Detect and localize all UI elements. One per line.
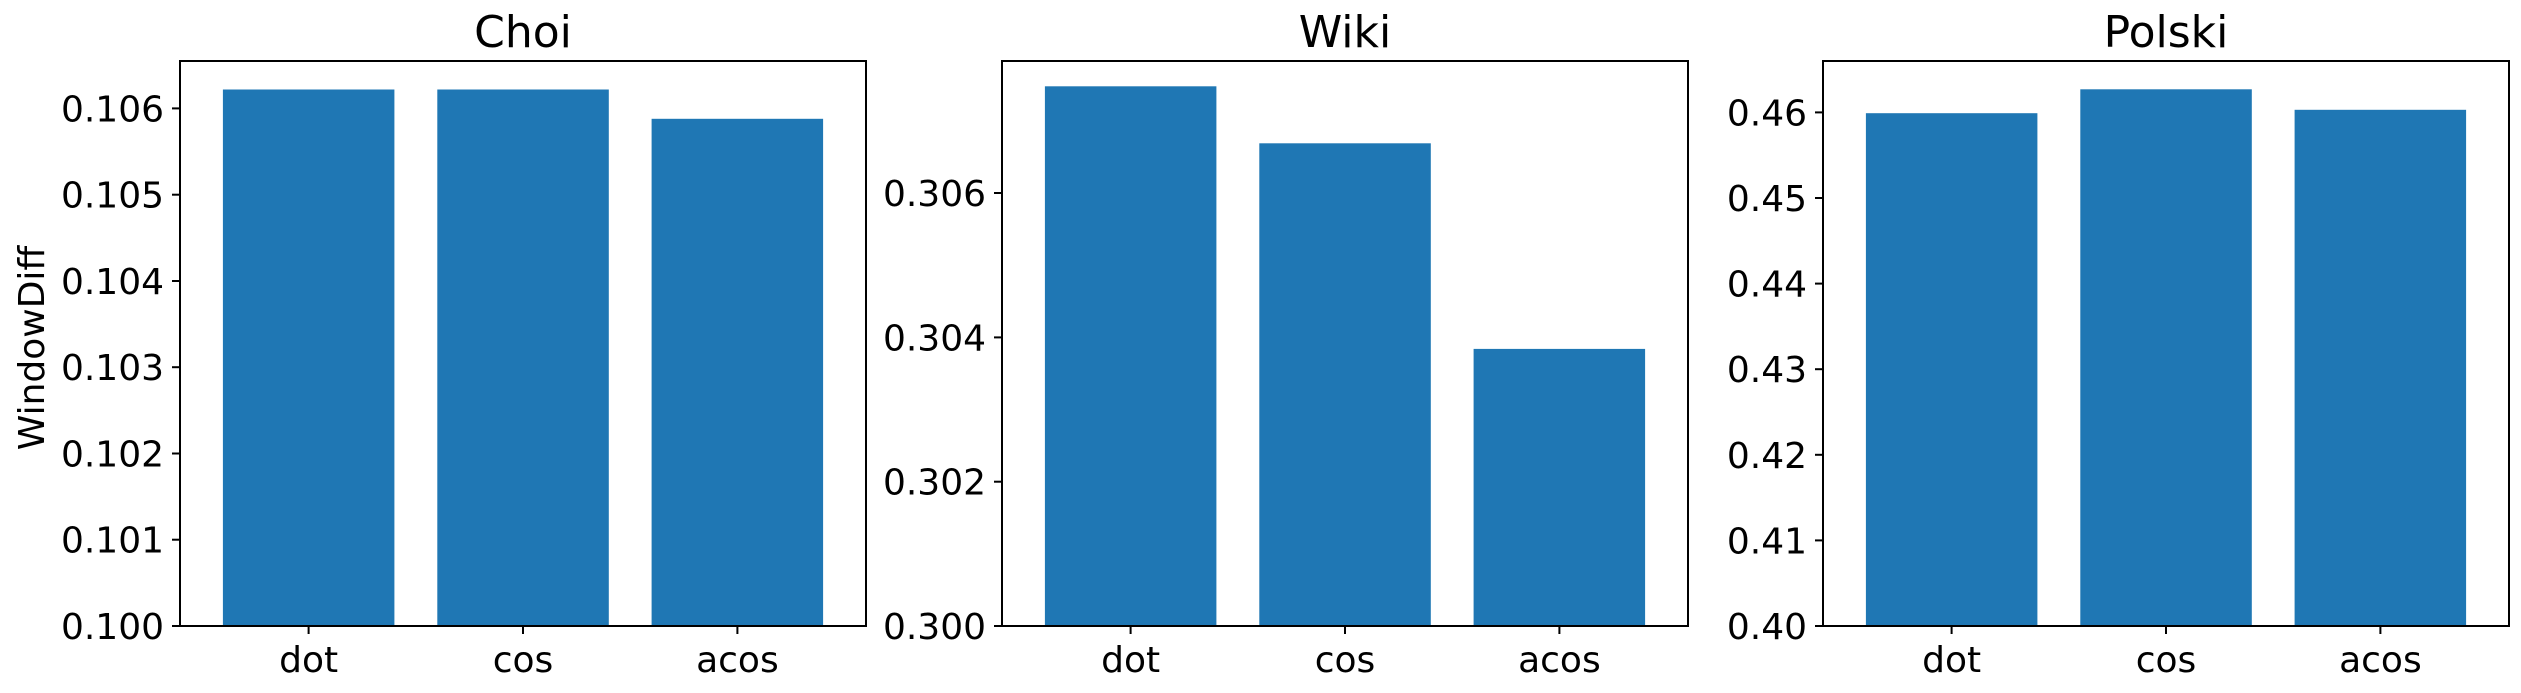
x-tick-label-wiki-acos: acos (1518, 640, 1601, 681)
y-tick-label-choi: 0.104 (61, 262, 164, 303)
bar-choi-cos (437, 89, 609, 626)
subplot-wiki: 0.300 0.302 0.304 0.306 dot cos acos Wiki (883, 7, 1689, 681)
chart-title-wiki: Wiki (1299, 7, 1391, 58)
x-tick-label-polski-dot: dot (1922, 640, 1981, 681)
x-tick-label-polski-cos: cos (2136, 640, 2197, 681)
y-tick-label-choi: 0.102 (61, 435, 164, 476)
y-tick-label-choi: 0.103 (61, 348, 164, 389)
bar-polski-acos (2294, 109, 2467, 627)
y-tick-label-polski: 0.43 (1727, 350, 1807, 391)
y-tick-label-polski: 0.40 (1727, 607, 1807, 648)
y-tick-label-choi: 0.101 (61, 521, 164, 562)
x-tick-label-choi-acos: acos (696, 640, 779, 681)
bar-wiki-cos (1259, 143, 1431, 627)
bar-choi-acos (651, 118, 824, 627)
y-axis-label: WindowDiff (12, 245, 53, 451)
y-tick-label-polski: 0.42 (1727, 436, 1807, 477)
y-tick-label-wiki: 0.302 (883, 463, 986, 504)
y-tick-label-polski: 0.45 (1727, 179, 1807, 220)
y-tick-label-choi: 0.100 (61, 607, 164, 648)
subplot-polski: 0.40 0.41 0.42 0.43 0.44 0.45 0.46 dot cos acos Po… (1727, 7, 2510, 681)
y-tick-label-choi: 0.106 (61, 89, 164, 130)
y-tick-label-wiki: 0.304 (883, 318, 986, 359)
y-tick-label-choi: 0.105 (61, 176, 164, 217)
bar-choi-dot (222, 89, 395, 626)
y-tick-label-polski: 0.44 (1727, 265, 1807, 306)
y-tick-label-polski: 0.41 (1727, 521, 1807, 562)
chart-title-choi: Choi (474, 7, 572, 58)
bar-wiki-dot (1044, 86, 1217, 627)
x-tick-label-choi-dot: dot (279, 640, 338, 681)
chart-title-polski: Polski (2104, 7, 2229, 58)
bar-polski-cos (2080, 89, 2252, 627)
y-tick-label-wiki: 0.306 (883, 174, 986, 215)
bar-wiki-acos (1473, 348, 1646, 626)
x-tick-label-wiki-dot: dot (1101, 640, 1160, 681)
subplot-choi: 0.100 0.101 0.102 0.103 0.104 0.105 0.106 dot co… (61, 7, 867, 681)
x-tick-label-polski-acos: acos (2339, 640, 2422, 681)
y-tick-label-wiki: 0.300 (883, 607, 986, 648)
bar-polski-dot (1865, 113, 2038, 626)
x-tick-label-wiki-cos: cos (1315, 640, 1376, 681)
y-tick-label-polski: 0.46 (1727, 93, 1807, 134)
x-tick-label-choi-cos: cos (493, 640, 554, 681)
